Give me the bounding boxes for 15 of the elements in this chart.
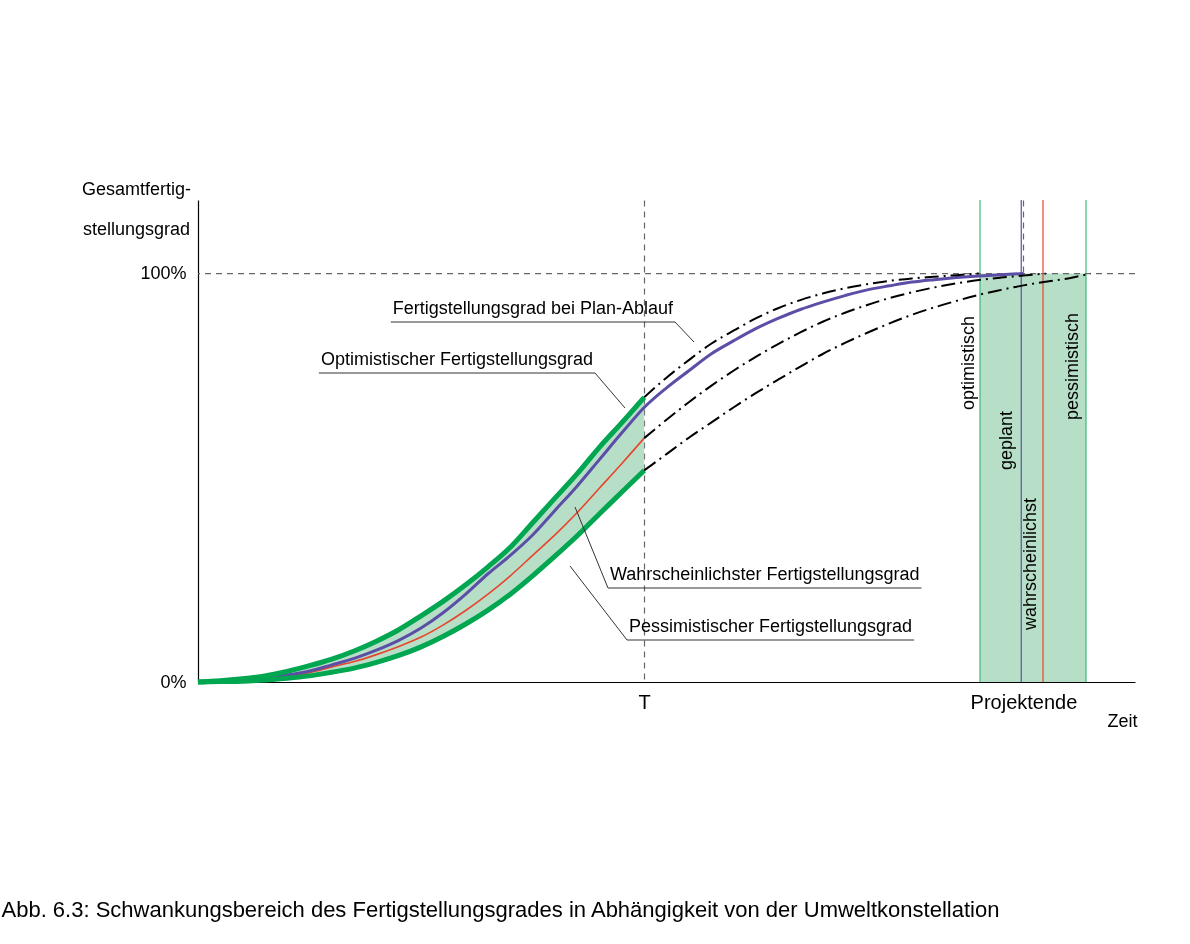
text: Abb. 6.3: Schwankungsbereich des Fertigstellungsgrades in Abhängigkeit von der Umweltkonstellation: [1, 897, 1000, 922]
annotation: wahrscheinlichst: [1020, 497, 1040, 631]
y-tick-label: 0%: [160, 671, 187, 692]
x-tick-label: Projektende: [970, 690, 1078, 713]
x-axis-title: Zeit: [1107, 710, 1138, 731]
annotation: optimistisch: [958, 315, 978, 410]
annotation: pessimistisch: [1062, 312, 1082, 420]
y-axis-title: Gesamtfertig- stellungsgrad: [81, 178, 192, 239]
annotation: Optimistischer Fertigstellungsgrad: [320, 349, 593, 369]
annotation: geplant: [996, 410, 1016, 470]
x-tick-label: T: [638, 690, 651, 713]
annotation: Fertigstellungsgrad bei Plan-Ablauf: [392, 298, 674, 318]
annotation: Wahrscheinlichster Fertigstellungsgrad: [610, 564, 920, 584]
y-tick-label: 100%: [140, 263, 187, 284]
annotation: Pessimistischer Fertigstellungsgrad: [629, 616, 913, 636]
